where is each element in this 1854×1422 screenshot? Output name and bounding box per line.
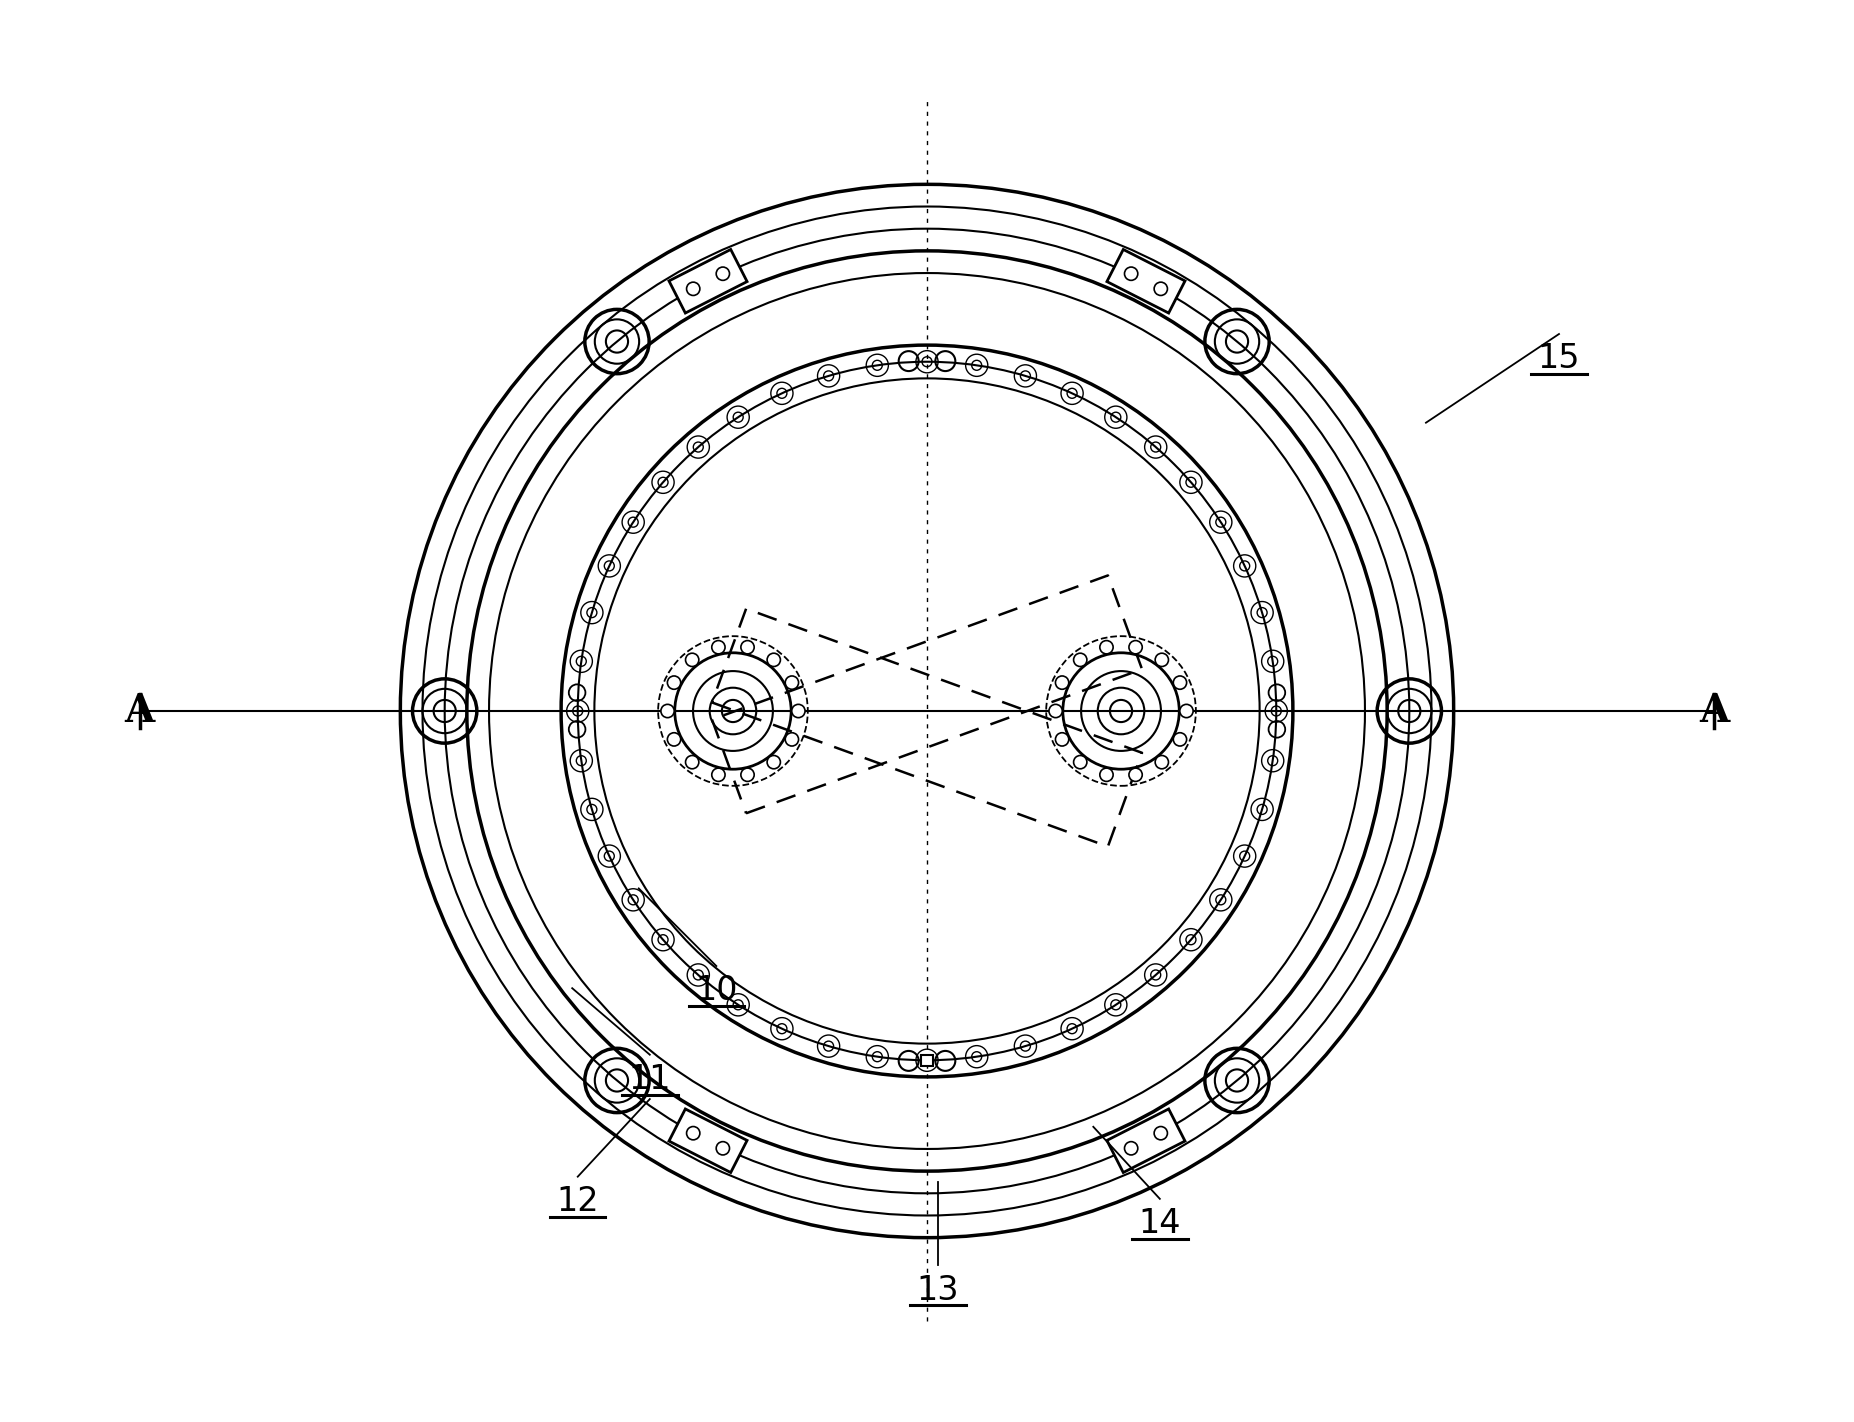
Circle shape — [660, 704, 675, 718]
Polygon shape — [669, 1109, 747, 1173]
Circle shape — [712, 640, 725, 654]
Text: 15: 15 — [1537, 343, 1580, 375]
Bar — [921, 1055, 933, 1066]
Circle shape — [1155, 653, 1168, 667]
Circle shape — [786, 675, 799, 690]
Text: 11: 11 — [629, 1064, 671, 1096]
Circle shape — [686, 755, 699, 769]
Circle shape — [667, 732, 680, 747]
Circle shape — [1099, 640, 1112, 654]
Text: 10: 10 — [695, 974, 738, 1007]
Text: 14: 14 — [1138, 1207, 1181, 1240]
Circle shape — [768, 755, 781, 769]
Circle shape — [1099, 768, 1112, 782]
Circle shape — [1174, 732, 1187, 747]
Text: A: A — [1698, 693, 1730, 729]
Circle shape — [712, 768, 725, 782]
Text: 12: 12 — [556, 1185, 599, 1219]
Circle shape — [1129, 768, 1142, 782]
Circle shape — [667, 675, 680, 690]
Circle shape — [686, 653, 699, 667]
Circle shape — [1055, 732, 1068, 747]
Circle shape — [792, 704, 805, 718]
Circle shape — [1049, 704, 1062, 718]
Circle shape — [1073, 653, 1086, 667]
Circle shape — [768, 653, 781, 667]
Circle shape — [1055, 675, 1068, 690]
Circle shape — [1073, 755, 1086, 769]
Circle shape — [786, 732, 799, 747]
Text: A: A — [124, 693, 156, 729]
Circle shape — [1174, 675, 1187, 690]
Text: 13: 13 — [918, 1274, 959, 1307]
Circle shape — [1155, 755, 1168, 769]
Circle shape — [742, 768, 755, 782]
Polygon shape — [1107, 1109, 1185, 1173]
Circle shape — [1129, 640, 1142, 654]
Polygon shape — [1107, 249, 1185, 313]
Polygon shape — [669, 249, 747, 313]
Circle shape — [742, 640, 755, 654]
Circle shape — [1179, 704, 1194, 718]
